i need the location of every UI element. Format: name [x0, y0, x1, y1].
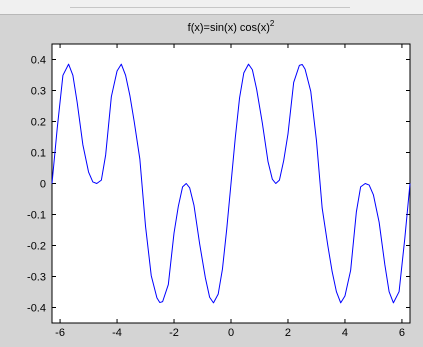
y-tick-label: 0.3 — [31, 86, 46, 98]
y-tick-label: 0.1 — [31, 148, 46, 160]
x-tick-label: 0 — [228, 327, 234, 339]
x-tick-label: 2 — [285, 327, 291, 339]
y-tick-label: -0.1 — [27, 210, 46, 222]
x-tick-label: -2 — [169, 327, 179, 339]
y-tick-label: -0.4 — [27, 303, 46, 315]
y-tick-label: -0.2 — [27, 241, 46, 253]
axis-ticks: -6 -4 -2 0 2 4 6 0.4 0.3 0.2 0.1 0 -0.1 -0.2 -0.3 -0.4 — [27, 44, 410, 339]
x-axis-label: x — [228, 344, 234, 347]
x-tick-label: -4 — [112, 327, 122, 339]
x-tick-label: -6 — [55, 327, 65, 339]
y-tick-label: 0 — [40, 179, 46, 191]
x-tick-label: 4 — [342, 327, 348, 339]
series-line — [51, 63, 411, 304]
chart-title-superscript: 2 — [270, 19, 275, 28]
series-group — [51, 63, 411, 304]
top-strip-divider — [70, 7, 350, 8]
chart-title: f(x)=sin(x) cos(x)2 — [188, 19, 275, 34]
y-tick-label: 0.4 — [31, 55, 46, 67]
chart-title-main: f(x)=sin(x) cos(x) — [188, 22, 270, 34]
y-tick-label: -0.3 — [27, 272, 46, 284]
x-tick-label: 6 — [399, 327, 405, 339]
window-top-strip — [0, 0, 423, 15]
y-tick-label: 0.2 — [31, 117, 46, 129]
